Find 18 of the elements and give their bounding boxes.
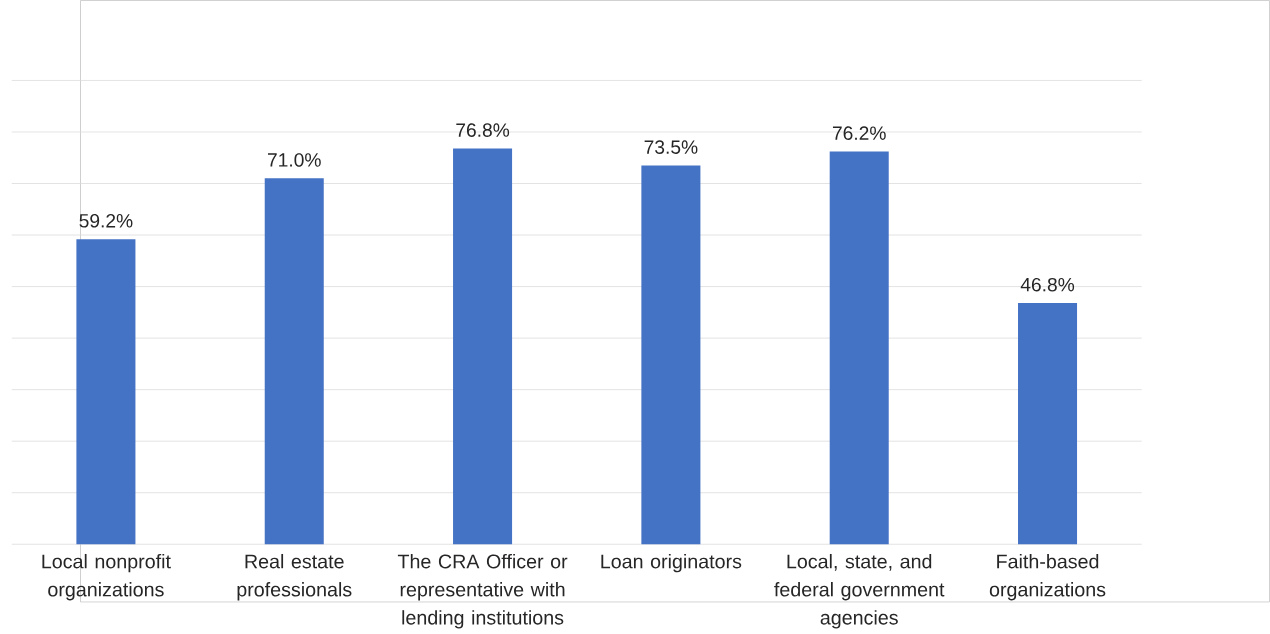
data-label: 76.2%	[832, 126, 886, 140]
data-label: 46.8%	[1020, 277, 1075, 292]
data-label: 76.8%	[456, 123, 510, 137]
bar	[641, 165, 701, 545]
bar	[829, 151, 889, 545]
x-tick-label: Loan originators	[601, 553, 742, 573]
x-tick-label: Local, state, and federal government agencies	[774, 553, 945, 629]
data-label: 71.0%	[267, 153, 321, 167]
bar	[1018, 302, 1078, 545]
x-tick-label: The CRA Officer or representative with lending institutions	[397, 553, 568, 629]
bar	[76, 239, 136, 545]
x-tick-label: Local nonprofit organizations	[42, 553, 171, 601]
data-label: 73.5%	[644, 140, 698, 154]
bar	[453, 148, 513, 545]
data-label: 59.2%	[79, 213, 133, 228]
bar	[264, 178, 324, 545]
x-tick-label: Real estate professionals	[237, 553, 352, 601]
x-tick-label: Faith-based organizations	[989, 553, 1106, 601]
